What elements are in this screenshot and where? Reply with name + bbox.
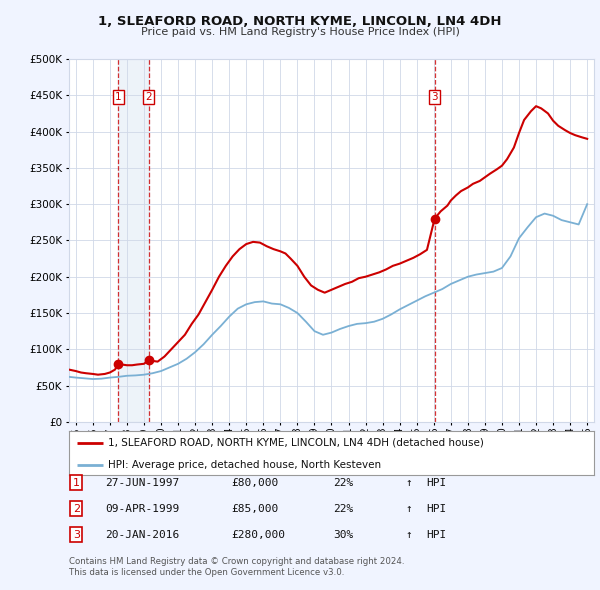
Text: ↑: ↑ [405,530,412,539]
Text: HPI: HPI [426,478,446,487]
Text: 1, SLEAFORD ROAD, NORTH KYME, LINCOLN, LN4 4DH: 1, SLEAFORD ROAD, NORTH KYME, LINCOLN, L… [98,15,502,28]
Text: 1, SLEAFORD ROAD, NORTH KYME, LINCOLN, LN4 4DH (detached house): 1, SLEAFORD ROAD, NORTH KYME, LINCOLN, L… [109,438,484,448]
Text: This data is licensed under the Open Government Licence v3.0.: This data is licensed under the Open Gov… [69,568,344,577]
Text: £80,000: £80,000 [231,478,278,487]
Text: 09-APR-1999: 09-APR-1999 [105,504,179,513]
Text: ↑: ↑ [405,478,412,487]
Text: 3: 3 [73,530,80,539]
Text: ↑: ↑ [405,504,412,513]
Text: 30%: 30% [333,530,353,539]
Text: 1: 1 [115,92,122,102]
Text: HPI: Average price, detached house, North Kesteven: HPI: Average price, detached house, Nort… [109,460,382,470]
Text: HPI: HPI [426,504,446,513]
Text: 22%: 22% [333,478,353,487]
Text: 20-JAN-2016: 20-JAN-2016 [105,530,179,539]
Text: 27-JUN-1997: 27-JUN-1997 [105,478,179,487]
Bar [118,59,149,422]
Text: 22%: 22% [333,504,353,513]
Text: £85,000: £85,000 [231,504,278,513]
Text: 3: 3 [431,92,438,102]
Text: HPI: HPI [426,530,446,539]
Text: £280,000: £280,000 [231,530,285,539]
Text: Contains HM Land Registry data © Crown copyright and database right 2024.: Contains HM Land Registry data © Crown c… [69,558,404,566]
Text: 1: 1 [73,478,80,487]
Text: 2: 2 [145,92,152,102]
Text: Price paid vs. HM Land Registry's House Price Index (HPI): Price paid vs. HM Land Registry's House … [140,27,460,37]
Text: 2: 2 [73,504,80,513]
